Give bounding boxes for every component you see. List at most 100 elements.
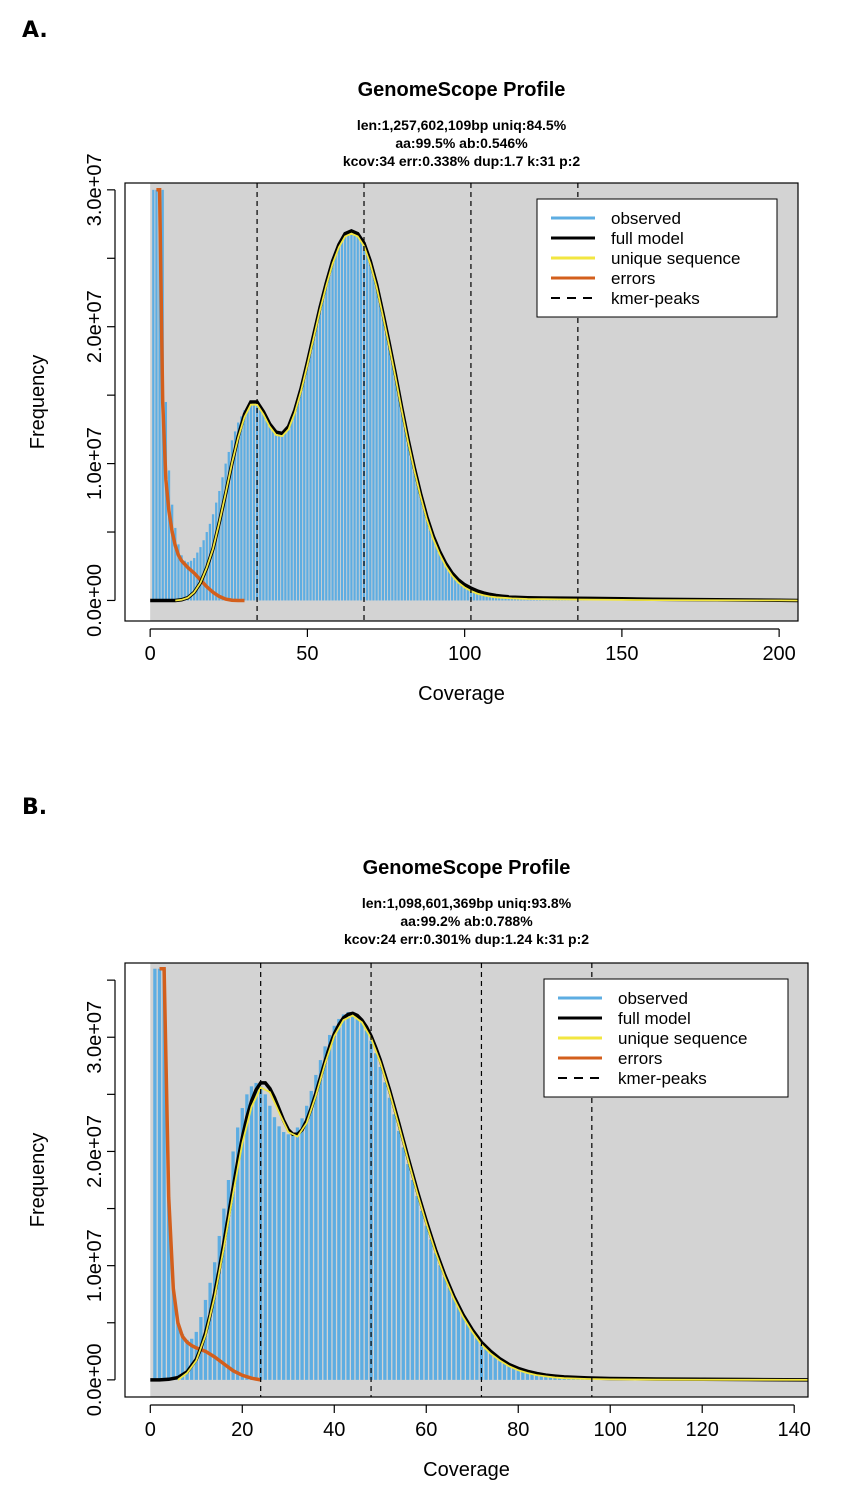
observed-bar (392, 1114, 396, 1380)
observed-bar (387, 1097, 392, 1380)
observed-bar (226, 1180, 231, 1380)
observed-bar (290, 417, 293, 601)
observed-bar (388, 343, 391, 601)
observed-bar (295, 1127, 300, 1380)
observed-bar (485, 593, 488, 601)
observed-bar (152, 189, 155, 601)
observed-bar (413, 467, 416, 601)
observed-bar (521, 1369, 525, 1380)
observed-bar (447, 1287, 451, 1380)
observed-bar (286, 1134, 290, 1380)
chart-title: GenomeScope Profile (358, 79, 566, 101)
observed-bar (425, 516, 429, 601)
chart-subtitle-line: aa:99.2% ab:0.788% (400, 913, 533, 929)
observed-bar (530, 1372, 534, 1380)
x-tick-label: 20 (231, 1419, 253, 1441)
observed-bar (484, 1346, 488, 1380)
observed-bar (296, 397, 300, 601)
observed-bar (410, 1180, 415, 1380)
y-axis-label: Frequency (27, 355, 49, 450)
observed-bar (350, 230, 353, 601)
y-tick-label: 0.0e+00 (84, 564, 106, 637)
observed-bar (337, 1018, 341, 1380)
observed-bar (325, 282, 328, 601)
observed-bar (265, 419, 268, 601)
observed-bar (164, 402, 168, 601)
observed-bar (416, 480, 419, 601)
observed-bar (351, 1013, 355, 1380)
observed-bar (321, 295, 325, 601)
chart-subtitle-line: aa:99.5% ab:0.546% (395, 135, 528, 151)
observed-bar (463, 584, 466, 601)
observed-bar (190, 1338, 194, 1380)
observed-bar (347, 232, 350, 601)
observed-bar (452, 1297, 456, 1380)
observed-bar (502, 1361, 507, 1380)
x-tick-label: 0 (145, 643, 156, 665)
observed-bar (263, 1094, 267, 1380)
observed-bar (277, 432, 281, 601)
legend-errors-label: errors (611, 269, 655, 288)
observed-bar (189, 560, 193, 601)
observed-bar (381, 313, 385, 601)
x-tick-label: 100 (448, 643, 481, 665)
genomescope-chart-a: GenomeScope Profile len:1,257,602,109bp u… (27, 79, 799, 705)
observed-bar (457, 579, 460, 601)
observed-bar (332, 1025, 336, 1380)
observed-bar (472, 589, 476, 601)
observed-bar (544, 1375, 548, 1380)
observed-bar (488, 1351, 493, 1380)
observed-bar (328, 1034, 332, 1380)
observed-bar (360, 1022, 364, 1380)
y-tick-label: 3.0e+07 (84, 1001, 106, 1074)
legend-full-model-label: full model (618, 1009, 691, 1028)
x-tick-label: 150 (605, 643, 638, 665)
errors-line (159, 966, 262, 1382)
observed-bar (300, 1118, 304, 1380)
y-axis-label: Frequency (27, 1133, 49, 1228)
observed-bar (246, 407, 249, 601)
observed-bar (419, 493, 422, 601)
observed-bar (525, 1371, 530, 1380)
observed-bar (415, 1195, 419, 1380)
observed-bar (293, 408, 296, 601)
observed-bar (231, 1151, 235, 1380)
observed-bar (397, 391, 400, 601)
observed-bar (442, 1277, 447, 1380)
observed-bar (438, 551, 441, 601)
observed-bar (230, 440, 234, 601)
unique-sequence-line (177, 1014, 808, 1381)
observed-bar (218, 490, 221, 601)
y-tick-label: 2.0e+07 (84, 1115, 106, 1188)
observed-bar (450, 573, 454, 601)
observed-bar (498, 1358, 502, 1380)
observed-bar (479, 591, 482, 601)
unique-sequence-line (175, 232, 798, 602)
errors-line (156, 188, 245, 603)
chart-subtitle-line: len:1,098,601,369bp uniq:93.8% (362, 895, 572, 911)
x-tick-label: 40 (323, 1419, 345, 1441)
observed-bar (507, 1364, 511, 1380)
observed-bar (312, 333, 315, 601)
observed-bar (153, 968, 157, 1380)
observed-bar (183, 560, 186, 601)
observed-bar (318, 1060, 323, 1380)
observed-bar (284, 429, 287, 601)
observed-bar (314, 1074, 318, 1380)
panel-label-a: A. (22, 18, 48, 43)
x-tick-label: 0 (145, 1419, 156, 1441)
observed-bar (318, 307, 322, 601)
observed-bar (303, 373, 306, 601)
observed-bar (217, 1235, 221, 1380)
observed-bar (222, 1208, 226, 1380)
observed-bar (359, 239, 362, 601)
x-axis-label: Coverage (418, 683, 505, 705)
observed-bar (268, 1105, 272, 1380)
observed-bar (401, 1147, 405, 1380)
observed-bar (355, 1016, 359, 1380)
observed-bar (424, 1225, 428, 1380)
genomescope-chart-b: GenomeScope Profile len:1,098,601,369bp u… (27, 857, 811, 1481)
observed-bar (539, 1374, 543, 1380)
